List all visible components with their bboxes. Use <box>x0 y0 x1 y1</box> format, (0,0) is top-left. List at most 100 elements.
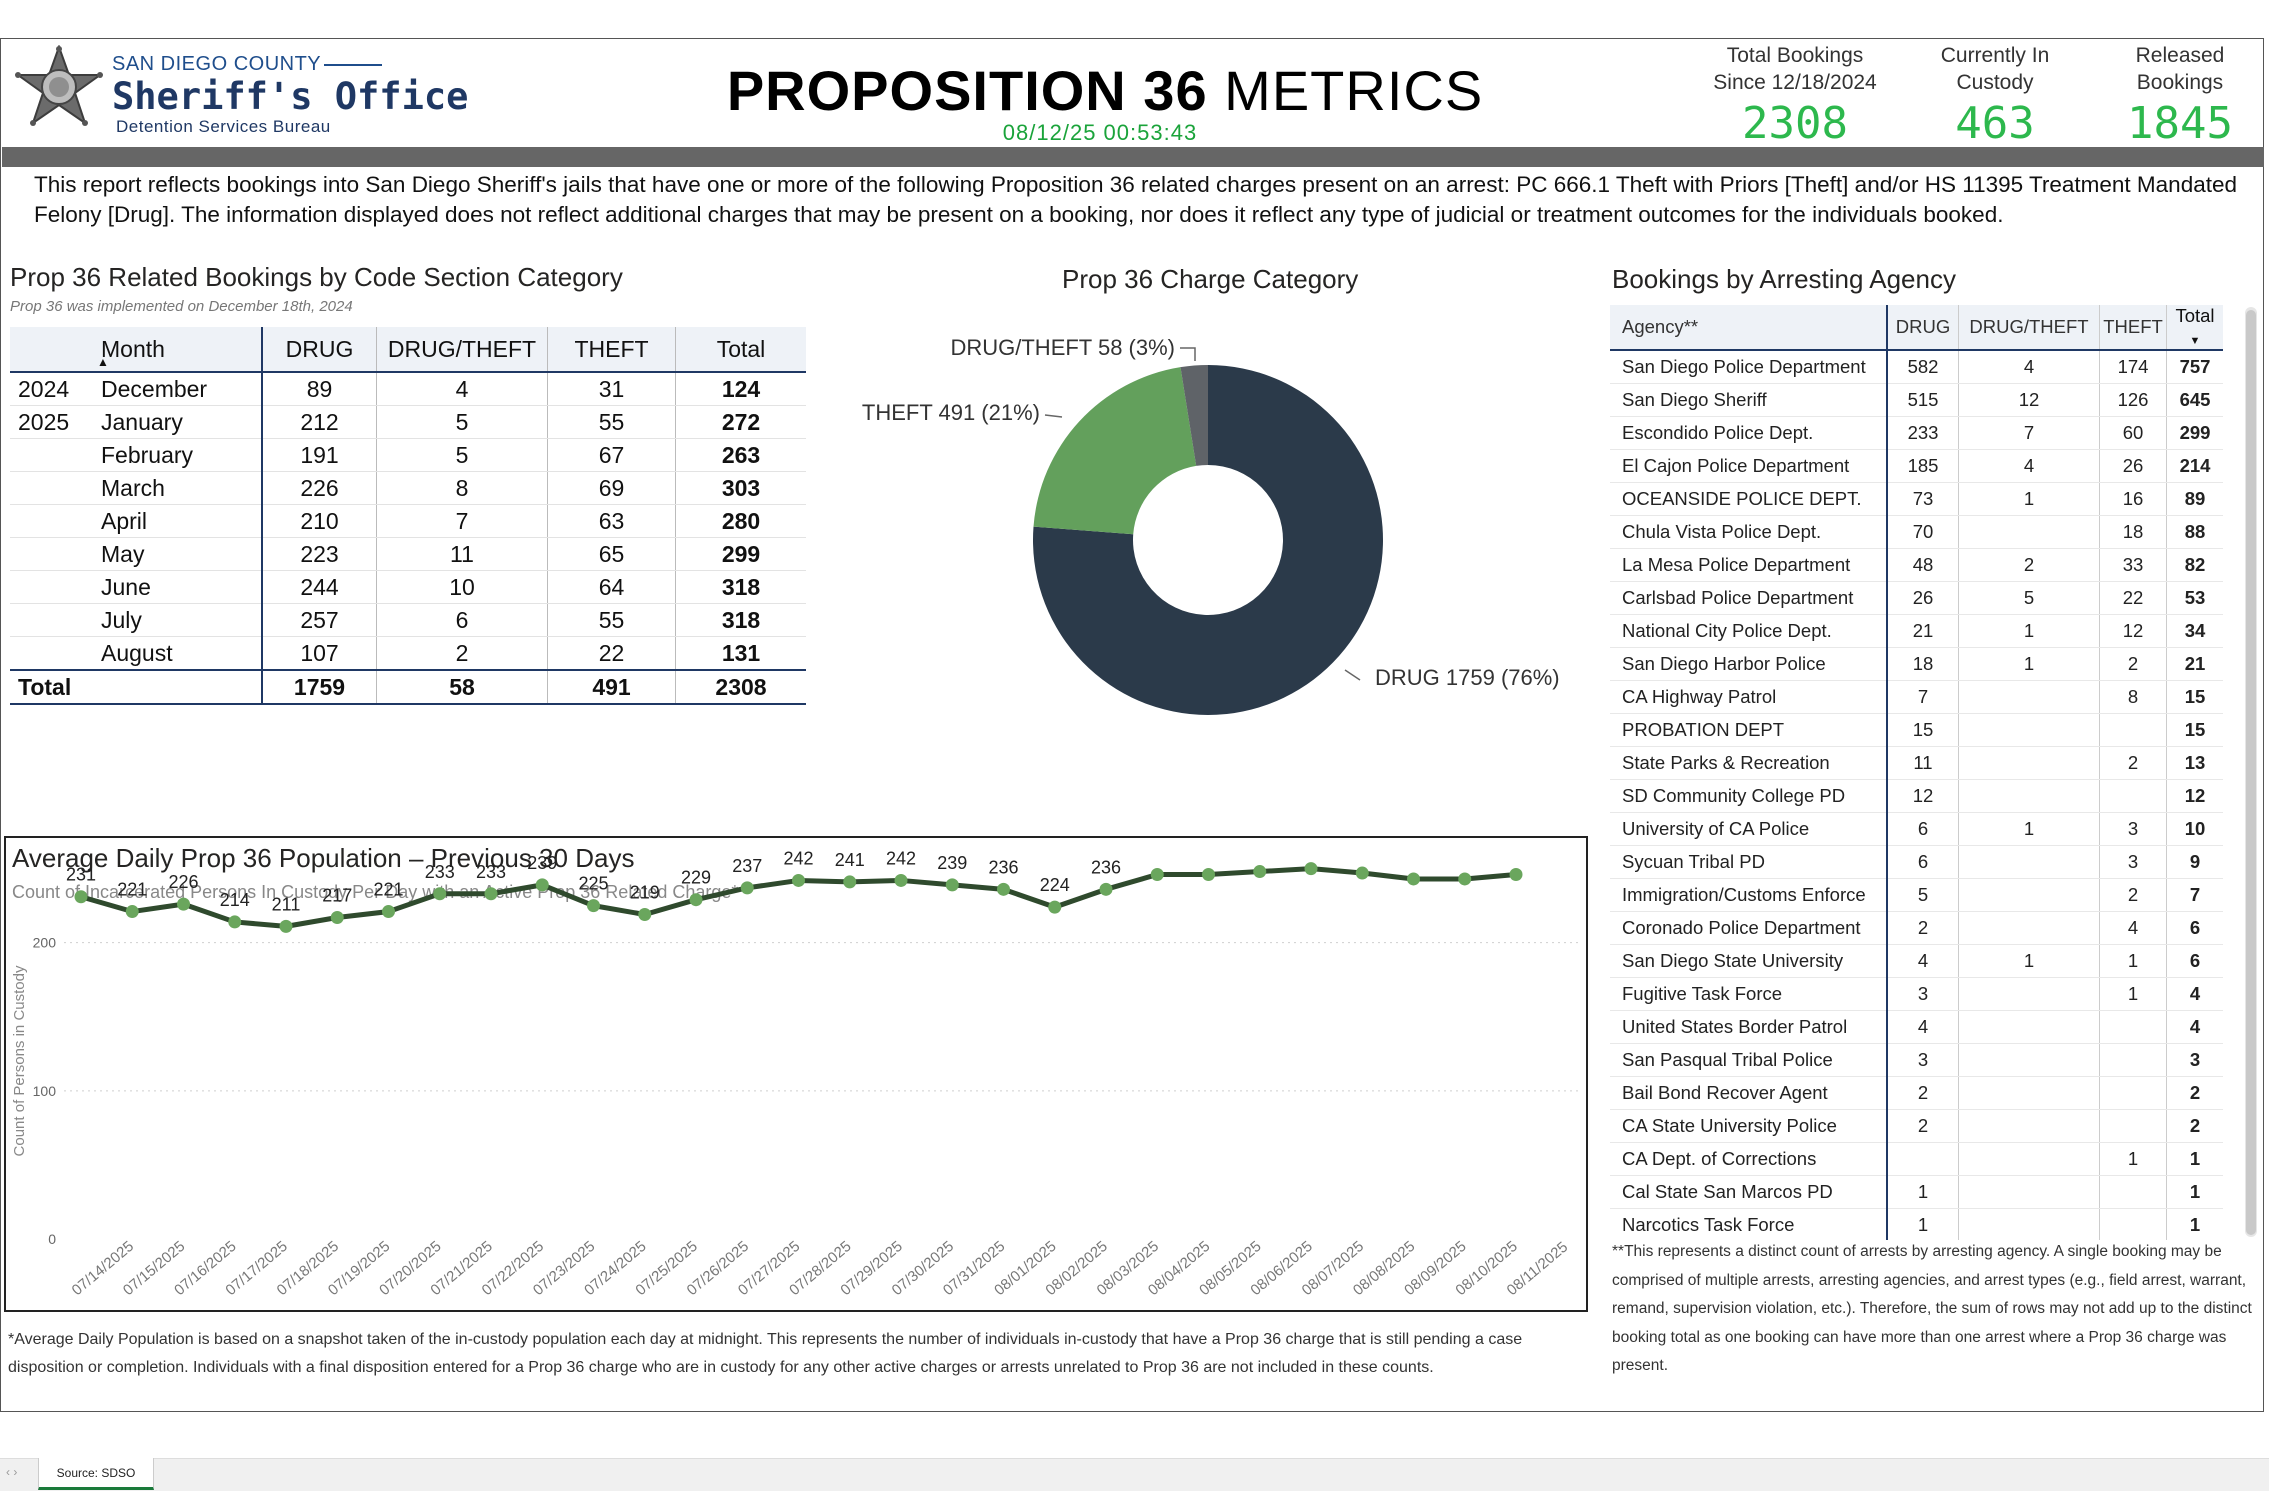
kpi-released-bookings: Released Bookings 1845 <box>2100 42 2260 149</box>
table-row[interactable]: Coronado Police Department 2 4 6 <box>1610 911 2223 945</box>
table-row[interactable]: University of CA Police 6 1 3 10 <box>1610 812 2223 846</box>
total-cell: 82 <box>2166 548 2223 582</box>
y-tick-label: 100 <box>33 1083 57 1099</box>
tab-scroll-arrows-icon[interactable]: ‹ › <box>6 1465 18 1479</box>
agency-header[interactable]: Agency** <box>1610 305 1887 351</box>
data-point <box>638 908 652 922</box>
table-row[interactable]: Narcotics Task Force 1 1 <box>1610 1208 2223 1240</box>
total-cell: 263 <box>675 438 806 472</box>
table-row[interactable]: National City Police Dept. 21 1 12 34 <box>1610 614 2223 648</box>
table-row[interactable]: Escondido Police Dept. 233 7 60 299 <box>1610 416 2223 450</box>
table-row[interactable]: Sycuan Tribal PD 6 3 9 <box>1610 845 2223 879</box>
theft-cell: 18 <box>2099 515 2167 549</box>
month-cell: December <box>93 372 263 406</box>
donut-slice[interactable] <box>1033 365 1383 716</box>
drugtheft-cell: 11 <box>376 537 548 571</box>
total-cell: 15 <box>2166 680 2223 714</box>
title-bold: PROPOSITION 36 <box>726 59 1208 122</box>
total-header[interactable]: Total <box>675 327 806 373</box>
table-row[interactable]: CA Dept. of Corrections 1 1 <box>1610 1142 2223 1176</box>
table-row[interactable]: United States Border Patrol 4 4 <box>1610 1010 2223 1044</box>
data-label: 217 <box>322 885 352 905</box>
table-row[interactable]: SD Community College PD 12 12 <box>1610 779 2223 813</box>
month-cell: April <box>93 504 263 538</box>
table-row[interactable]: San Diego Police Department 582 4 174 757 <box>1610 350 2223 384</box>
y-tick-label: 200 <box>33 935 57 951</box>
drug-cell: 2 <box>1887 911 1959 945</box>
theft-cell: 22 <box>547 636 676 671</box>
table-row[interactable]: San Diego Harbor Police 18 1 2 21 <box>1610 647 2223 681</box>
drugtheft-header[interactable]: DRUG/THEFT <box>376 327 548 373</box>
table-row[interactable]: San Pasqual Tribal Police 3 3 <box>1610 1043 2223 1077</box>
agency-cell: San Diego Sheriff <box>1610 383 1888 417</box>
year-cell <box>10 603 93 637</box>
theft-cell: 1 <box>2099 1142 2167 1176</box>
theft-cell: 2 <box>2099 878 2167 912</box>
table-row[interactable]: PROBATION DEPT 15 15 <box>1610 713 2223 747</box>
table-row[interactable]: OCEANSIDE POLICE DEPT. 73 1 16 89 <box>1610 482 2223 516</box>
slice-label: THEFT 491 (21%) <box>862 400 1040 425</box>
drug-cell: 257 <box>262 603 377 637</box>
table-row: April 210 7 63 280 <box>10 504 806 538</box>
theft-header[interactable]: THEFT <box>547 327 676 373</box>
total-cell: 53 <box>2166 581 2223 615</box>
table-row[interactable]: CA Highway Patrol 7 8 15 <box>1610 680 2223 714</box>
table-row[interactable]: CA State University Police 2 2 <box>1610 1109 2223 1143</box>
table-row[interactable]: Fugitive Task Force 3 1 4 <box>1610 977 2223 1011</box>
logo-office: Sheriff's Office <box>112 75 469 118</box>
table-row[interactable]: La Mesa Police Department 48 2 33 82 <box>1610 548 2223 582</box>
agency-table-title: Bookings by Arresting Agency <box>1612 264 1956 294</box>
drug-cell: 6 <box>1887 812 1959 846</box>
agency-cell: La Mesa Police Department <box>1610 548 1888 582</box>
agency-cell: University of CA Police <box>1610 812 1888 846</box>
kpi-currently-in-custody: Currently In Custody 463 <box>1890 42 2100 149</box>
agency-theft-header[interactable]: THEFT <box>2099 305 2167 351</box>
drug-header[interactable]: DRUG <box>262 327 377 373</box>
table-row[interactable]: State Parks & Recreation 11 2 13 <box>1610 746 2223 780</box>
drug-cell: 4 <box>1887 1010 1959 1044</box>
sheriff-logo: SAN DIEGO COUNTY Sheriff's Office Detent… <box>14 45 468 145</box>
total-row-drug: 1759 <box>262 669 377 705</box>
agency-scrollbar-thumb[interactable] <box>2246 310 2256 1235</box>
agency-drugtheft-header[interactable]: DRUG/THEFT <box>1958 305 2100 351</box>
agency-drug-header[interactable]: DRUG <box>1886 305 1959 351</box>
data-label: 226 <box>168 872 198 892</box>
drugtheft-cell <box>1958 845 2100 879</box>
agency-table-scroll[interactable]: Agency** DRUG DRUG/THEFT THEFT Total ▼ Sa… <box>1610 305 2250 1240</box>
drugtheft-cell: 8 <box>376 471 548 505</box>
total-cell: 9 <box>2166 845 2223 879</box>
table-row[interactable]: Carlsbad Police Department 26 5 22 53 <box>1610 581 2223 615</box>
agency-cell: SD Community College PD <box>1610 779 1888 813</box>
total-cell: 1 <box>2166 1175 2223 1209</box>
table-row[interactable]: Bail Bond Recover Agent 2 2 <box>1610 1076 2223 1110</box>
kpi-label: Currently In <box>1940 44 2050 67</box>
theft-cell: 65 <box>547 537 676 571</box>
drugtheft-cell <box>1958 746 2100 780</box>
drugtheft-cell: 4 <box>376 372 548 406</box>
line-chart-box <box>4 836 1588 1312</box>
agency-total-header[interactable]: Total ▼ <box>2166 305 2223 351</box>
month-header[interactable]: Month ▲ <box>93 327 263 373</box>
kpi-label: Released <box>2135 44 2225 67</box>
table-row[interactable]: San Diego State University 4 1 1 6 <box>1610 944 2223 978</box>
population-footnote: *Average Daily Population is based on a … <box>8 1331 1523 1376</box>
data-point <box>74 890 88 904</box>
donut-slice[interactable] <box>1180 365 1208 466</box>
table-row[interactable]: El Cajon Police Department 185 4 26 214 <box>1610 449 2223 483</box>
sort-desc-icon: ▼ <box>2189 335 2201 347</box>
data-point <box>1150 868 1164 882</box>
table-row[interactable]: Immigration/Customs Enforce 5 2 7 <box>1610 878 2223 912</box>
total-cell: 318 <box>675 603 806 637</box>
table-row[interactable]: Chula Vista Police Dept. 70 18 88 <box>1610 515 2223 549</box>
table-row: June 244 10 64 318 <box>10 570 806 604</box>
title-rest: METRICS <box>1224 59 1484 122</box>
tab-source-sdso[interactable]: Source: SDSO <box>38 1458 154 1490</box>
theft-cell: 22 <box>2099 581 2167 615</box>
table-row[interactable]: Cal State San Marcos PD 1 1 <box>1610 1175 2223 1209</box>
data-point <box>792 873 805 887</box>
drug-cell: 1 <box>1887 1175 1959 1209</box>
table-row[interactable]: San Diego Sheriff 515 12 126 645 <box>1610 383 2223 417</box>
drugtheft-cell: 7 <box>1958 416 2100 450</box>
donut-slice[interactable] <box>1033 367 1197 535</box>
